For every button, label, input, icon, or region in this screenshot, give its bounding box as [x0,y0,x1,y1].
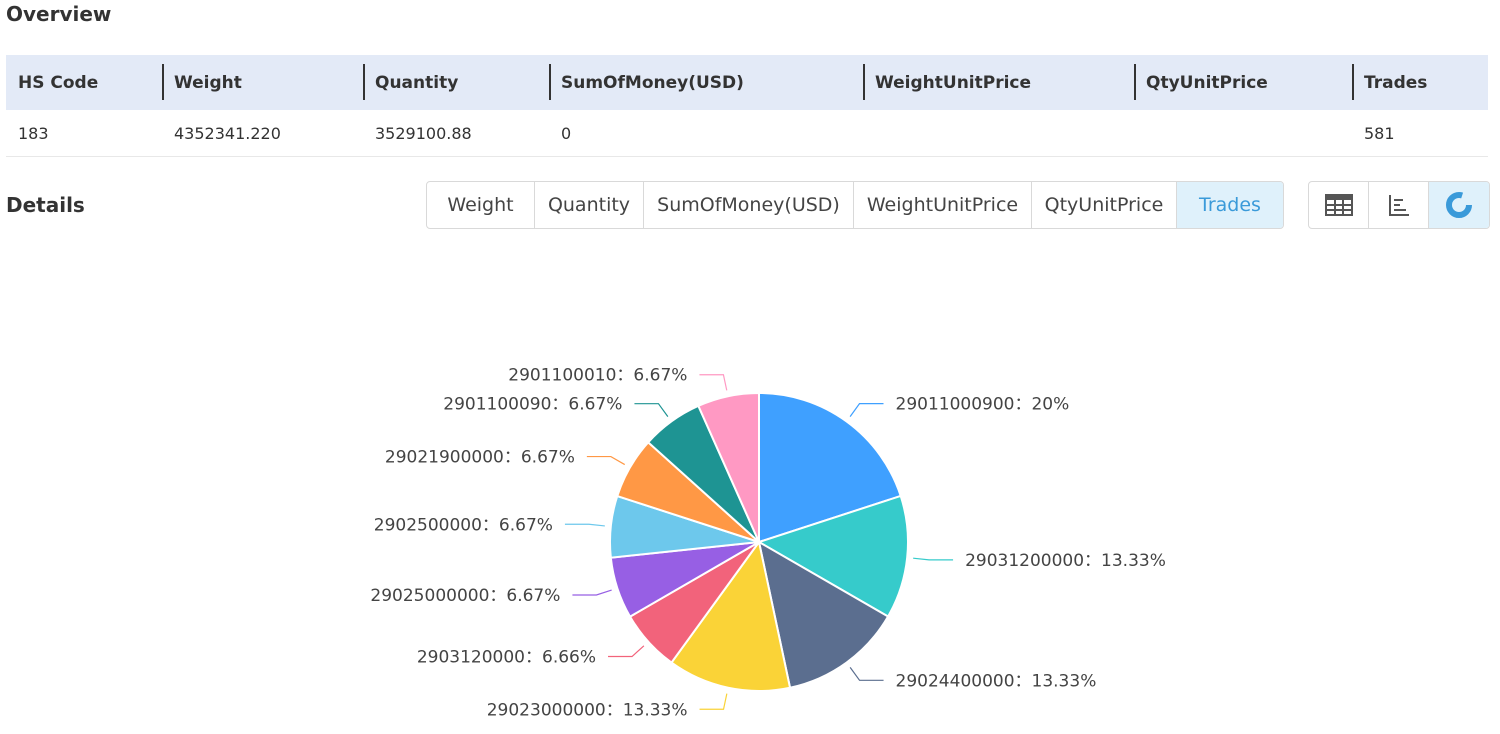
bar-view-button[interactable] [1369,182,1429,228]
details-title: Details [6,193,85,217]
pie-label: 2901100090：6.67% [443,395,622,415]
cell-weight: 4352341.220 [162,110,363,157]
column-header-sum-of-money: SumOfMoney(USD) [549,55,863,110]
cell-hs-code: 183 [6,110,162,157]
tab-weight-unit-price[interactable]: WeightUnitPrice [854,182,1032,228]
pie-view-button[interactable] [1429,182,1489,228]
pie-label: 29024400000：13.33% [896,671,1097,691]
tab-weight[interactable]: Weight [427,182,535,228]
pie-leader-line [634,403,669,417]
cell-weight-unit-price [863,110,1134,157]
pie-leader-line [913,557,954,561]
pie-label: 29025000000：6.67% [370,586,560,606]
column-header-quantity: Quantity [363,55,549,110]
pie-label: 29021900000：6.67% [385,448,575,468]
column-header-qty-unit-price: QtyUnitPrice [1134,55,1352,110]
pie-label: 2901100010：6.67% [508,366,687,386]
cell-qty-unit-price [1134,110,1352,157]
view-switcher [1308,181,1490,229]
table-view-button[interactable] [1309,182,1369,228]
pie-leader-line [849,403,884,417]
tab-quantity[interactable]: Quantity [535,182,644,228]
cell-trades: 581 [1352,110,1488,157]
pie-label: 2902500000：6.67% [374,515,553,535]
overview-title: Overview [6,2,112,26]
cell-quantity: 3529100.88 [363,110,549,157]
bar-chart-icon [1388,195,1409,216]
overview-table: HS Code Weight Quantity SumOfMoney(USD) … [6,55,1488,157]
cell-sum-of-money: 0 [549,110,863,157]
column-header-weight: Weight [162,55,363,110]
tab-qty-unit-price[interactable]: QtyUnitPrice [1032,182,1177,228]
tab-sum-of-money[interactable]: SumOfMoney(USD) [644,182,854,228]
pie-chart-icon [1446,192,1472,218]
pie-slice-29011000900[interactable] [758,391,902,544]
pie-slice-29024400000[interactable] [757,540,890,689]
pie-leader-line [586,455,626,466]
pie-leader-line [849,667,884,681]
pie-slice-29023000000[interactable] [670,539,792,692]
pie-slice-2901100010[interactable] [697,391,760,543]
pie-label: 29031200000：13.33% [965,551,1166,571]
column-header-weight-unit-price: WeightUnitPrice [863,55,1134,110]
column-header-trades: Trades [1352,55,1488,110]
table-row: 183 4352341.220 3529100.88 0 581 [6,110,1488,157]
table-icon [1324,194,1353,216]
pie-leader-line [608,645,645,658]
column-header-hs-code: HS Code [6,55,162,110]
pie-label: 29023000000：13.33% [487,700,688,720]
pie-leader-line [699,374,728,391]
pie-leader-line [564,523,605,527]
tab-trades[interactable]: Trades [1177,182,1283,228]
metric-tabs: Weight Quantity SumOfMoney(USD) WeightUn… [426,181,1284,229]
pie-label: 29011000900：20% [896,395,1070,415]
table-header-row: HS Code Weight Quantity SumOfMoney(USD) … [6,55,1488,110]
pie-label: 2903120000：6.66% [417,648,596,668]
pie-leader-line [699,693,728,710]
pie-leader-line [572,589,612,596]
pie-slice-29031200000[interactable] [756,494,909,618]
